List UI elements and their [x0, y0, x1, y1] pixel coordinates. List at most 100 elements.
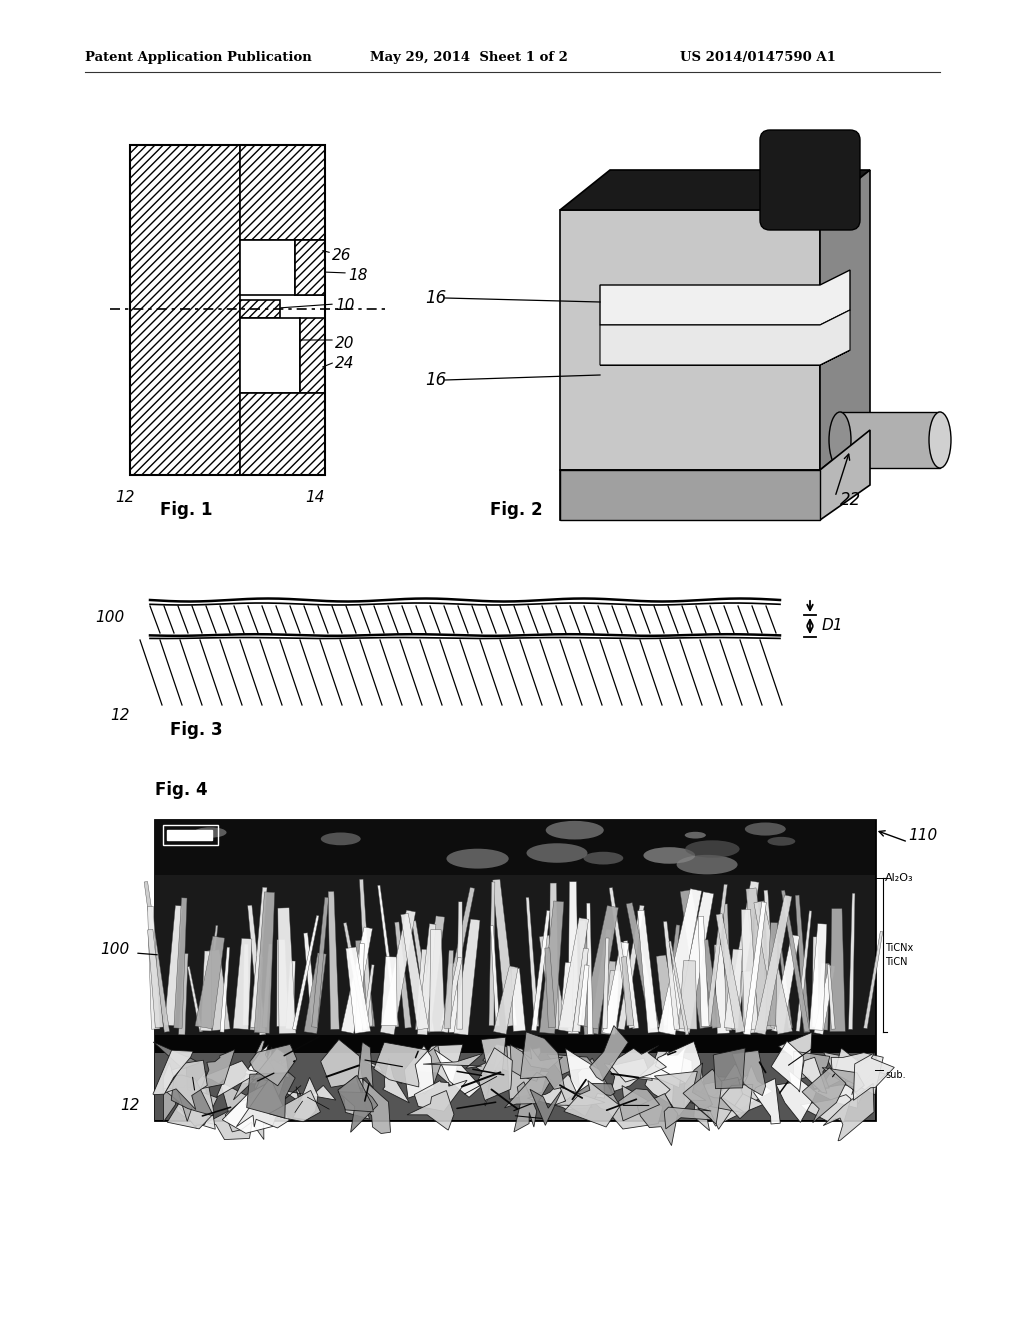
Polygon shape: [755, 895, 792, 1035]
Polygon shape: [359, 879, 373, 1026]
Text: sub.: sub.: [885, 1071, 905, 1080]
Text: 24: 24: [335, 355, 354, 371]
Ellipse shape: [829, 412, 851, 469]
Polygon shape: [600, 271, 850, 325]
Polygon shape: [563, 1084, 615, 1117]
Polygon shape: [163, 1072, 214, 1129]
Polygon shape: [802, 1057, 827, 1093]
Polygon shape: [624, 941, 639, 1028]
Polygon shape: [658, 888, 701, 1035]
Polygon shape: [771, 935, 800, 1032]
Polygon shape: [415, 1080, 467, 1111]
Polygon shape: [665, 1107, 712, 1129]
Text: 12: 12: [120, 1097, 139, 1113]
Polygon shape: [250, 1044, 297, 1086]
Polygon shape: [600, 350, 850, 366]
Polygon shape: [722, 1064, 773, 1111]
Polygon shape: [590, 1026, 628, 1081]
Bar: [240, 393, 325, 475]
Polygon shape: [578, 965, 589, 1026]
Polygon shape: [338, 1076, 374, 1111]
Polygon shape: [818, 1052, 860, 1092]
Polygon shape: [604, 970, 618, 1034]
Text: 110: 110: [908, 828, 937, 842]
Polygon shape: [530, 1089, 563, 1126]
Polygon shape: [809, 924, 826, 1031]
Polygon shape: [547, 1055, 595, 1074]
Polygon shape: [416, 949, 427, 1031]
Polygon shape: [835, 1048, 878, 1089]
Polygon shape: [526, 898, 539, 1027]
Polygon shape: [514, 1082, 537, 1131]
Text: 22: 22: [840, 491, 861, 510]
Polygon shape: [622, 957, 634, 1026]
Polygon shape: [558, 917, 589, 1032]
Bar: [167, 830, 212, 840]
Polygon shape: [540, 935, 567, 1028]
Polygon shape: [560, 962, 573, 1028]
Bar: [300, 318, 325, 393]
Polygon shape: [255, 1047, 271, 1105]
Bar: [240, 300, 280, 318]
Bar: [163, 825, 218, 845]
Text: 100: 100: [100, 942, 129, 957]
Text: 16: 16: [425, 371, 446, 389]
Text: Fig. 4: Fig. 4: [155, 781, 208, 799]
Polygon shape: [394, 921, 412, 1028]
Bar: [155, 820, 874, 1119]
Polygon shape: [831, 1052, 884, 1094]
Polygon shape: [694, 1085, 720, 1131]
Text: 18: 18: [348, 268, 368, 282]
Text: Fig. 1: Fig. 1: [160, 502, 213, 519]
Text: 16: 16: [425, 289, 446, 308]
Polygon shape: [645, 1052, 692, 1106]
Polygon shape: [590, 929, 612, 1034]
Polygon shape: [278, 908, 296, 1034]
Polygon shape: [380, 909, 416, 1035]
Polygon shape: [638, 911, 658, 1034]
Polygon shape: [667, 972, 676, 1034]
Polygon shape: [724, 904, 732, 1031]
Polygon shape: [286, 961, 295, 1030]
Polygon shape: [690, 1077, 742, 1130]
Polygon shape: [165, 1060, 207, 1110]
Polygon shape: [328, 891, 339, 1030]
Bar: [155, 820, 874, 875]
Polygon shape: [714, 1048, 745, 1089]
Polygon shape: [338, 1092, 378, 1133]
Polygon shape: [701, 1074, 764, 1126]
Polygon shape: [201, 1049, 234, 1089]
Polygon shape: [233, 939, 252, 1030]
Polygon shape: [587, 903, 593, 1035]
Polygon shape: [716, 913, 744, 1032]
Polygon shape: [706, 884, 727, 1026]
Text: May 29, 2014  Sheet 1 of 2: May 29, 2014 Sheet 1 of 2: [370, 51, 568, 65]
Polygon shape: [441, 957, 462, 1032]
Polygon shape: [607, 1085, 663, 1129]
Polygon shape: [208, 950, 230, 1031]
Polygon shape: [796, 911, 812, 1031]
Text: TiCNx
TiCN: TiCNx TiCN: [885, 942, 913, 968]
Ellipse shape: [446, 849, 509, 869]
Polygon shape: [754, 900, 793, 1035]
Polygon shape: [618, 1089, 659, 1121]
Bar: [240, 318, 300, 393]
Polygon shape: [165, 906, 182, 1026]
Polygon shape: [812, 1085, 857, 1107]
Polygon shape: [794, 1051, 829, 1089]
Polygon shape: [764, 890, 777, 1027]
Polygon shape: [304, 953, 327, 1034]
Polygon shape: [545, 948, 556, 1027]
Polygon shape: [814, 965, 836, 1035]
Polygon shape: [820, 170, 870, 470]
Polygon shape: [283, 1085, 336, 1102]
Polygon shape: [688, 1092, 745, 1113]
Polygon shape: [238, 1051, 287, 1085]
Polygon shape: [683, 1069, 722, 1125]
Polygon shape: [617, 906, 644, 1030]
Polygon shape: [698, 916, 709, 1027]
Polygon shape: [163, 1063, 178, 1122]
Polygon shape: [423, 1053, 483, 1068]
Polygon shape: [582, 906, 618, 1030]
Polygon shape: [578, 1059, 623, 1113]
